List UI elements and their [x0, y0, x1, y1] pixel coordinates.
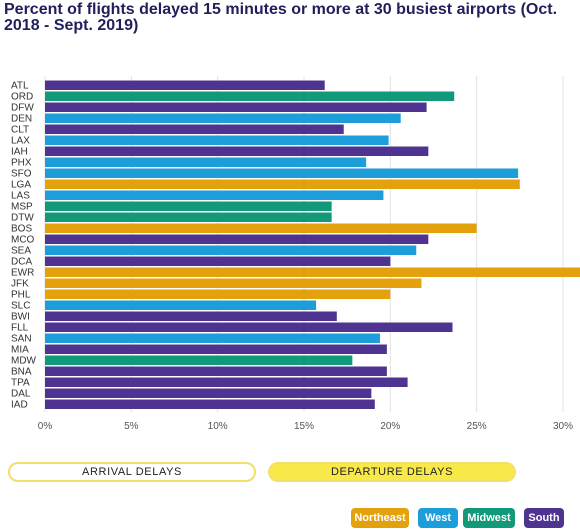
- category-label: DEN: [11, 114, 32, 125]
- bar: [45, 355, 353, 365]
- bar: [45, 179, 520, 189]
- bar: [45, 146, 429, 156]
- departure-delays-button[interactable]: DEPARTURE DELAYS: [268, 462, 516, 482]
- bar: [45, 333, 380, 343]
- category-label: JFK: [11, 279, 29, 290]
- category-label: SFO: [11, 169, 32, 180]
- category-label: PHL: [11, 290, 31, 301]
- bar: [45, 157, 367, 167]
- bar: [45, 190, 384, 200]
- x-tick-label: 15%: [294, 421, 314, 432]
- category-label: PHX: [11, 158, 32, 169]
- category-label: ORD: [11, 92, 33, 103]
- bar: [45, 300, 317, 310]
- category-label: EWR: [11, 268, 34, 279]
- bar: [45, 256, 391, 266]
- category-label: BOS: [11, 224, 32, 235]
- category-label: BWI: [11, 312, 30, 323]
- bar: [45, 91, 455, 101]
- bar-chart: ATLORDDFWDENCLTLAXIAHPHXSFOLGALASMSPDTWB…: [11, 76, 580, 432]
- bar: [45, 377, 408, 387]
- bar: [45, 124, 344, 134]
- category-label: IAH: [11, 147, 28, 158]
- category-label: DCA: [11, 257, 32, 268]
- x-tick-label: 25%: [467, 421, 487, 432]
- bar: [45, 80, 325, 90]
- bar: [45, 234, 429, 244]
- bar: [45, 201, 332, 211]
- category-label: MDW: [11, 356, 37, 367]
- category-label: BNA: [11, 367, 32, 378]
- category-label: DTW: [11, 213, 34, 224]
- x-tick-label: 30%: [553, 421, 573, 432]
- category-label: LAX: [11, 136, 30, 147]
- category-label: CLT: [11, 125, 29, 136]
- legend-item-northeast[interactable]: Northeast: [351, 508, 409, 528]
- arrival-delays-button[interactable]: ARRIVAL DELAYS: [8, 462, 256, 482]
- x-tick-label: 20%: [380, 421, 400, 432]
- bar: [45, 289, 391, 299]
- category-label: MCO: [11, 235, 35, 246]
- bar: [45, 135, 389, 145]
- bar: [45, 113, 401, 123]
- category-label: DAL: [11, 389, 31, 400]
- x-tick-label: 0%: [38, 421, 53, 432]
- category-label: DFW: [11, 103, 34, 114]
- bar: [45, 278, 422, 288]
- category-label: MIA: [11, 345, 29, 356]
- x-tick-label: 10%: [208, 421, 228, 432]
- bar: [45, 212, 332, 222]
- category-label: TPA: [11, 378, 30, 389]
- category-label: IAD: [11, 400, 28, 411]
- category-label: LAS: [11, 191, 30, 202]
- bar: [45, 322, 453, 332]
- category-label: ATL: [11, 81, 29, 92]
- category-label: SEA: [11, 246, 31, 257]
- x-tick-label: 5%: [124, 421, 139, 432]
- category-label: MSP: [11, 202, 33, 213]
- bar: [45, 311, 337, 321]
- category-label: SLC: [11, 301, 30, 312]
- bar: [45, 245, 417, 255]
- bar: [45, 344, 387, 354]
- legend-item-west[interactable]: West: [418, 508, 458, 528]
- bar: [45, 388, 372, 398]
- chart-title: Percent of flights delayed 15 minutes or…: [4, 1, 558, 34]
- legend-item-south[interactable]: South: [524, 508, 564, 528]
- legend-item-midwest[interactable]: Midwest: [463, 508, 515, 528]
- bar: [45, 267, 580, 277]
- category-label: SAN: [11, 334, 32, 345]
- category-label: LGA: [11, 180, 31, 191]
- bar: [45, 366, 387, 376]
- category-label: FLL: [11, 323, 29, 334]
- bar: [45, 102, 427, 112]
- bar: [45, 223, 477, 233]
- bar: [45, 399, 375, 409]
- bar: [45, 168, 519, 178]
